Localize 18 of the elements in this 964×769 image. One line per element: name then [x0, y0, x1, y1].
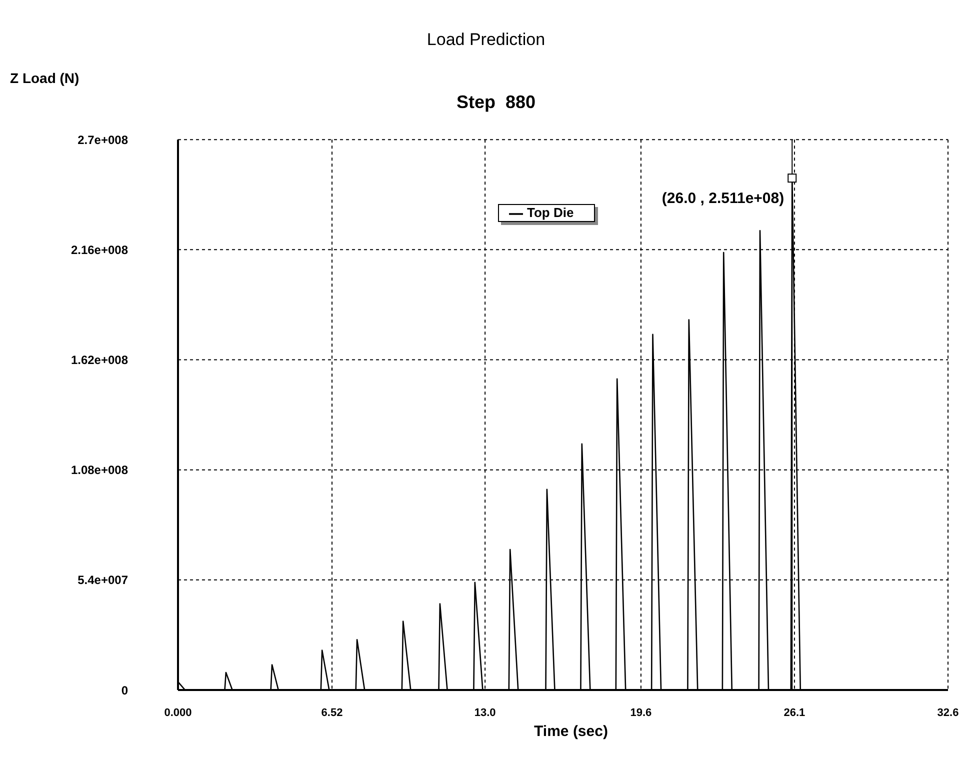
y-tick-label: 0	[121, 683, 128, 698]
legend-label: Top Die	[527, 205, 574, 220]
x-tick-label: 26.1	[784, 706, 806, 719]
annotation: (26.0 , 2.511e+08)	[662, 190, 784, 208]
y-tick-label: 1.08e+008	[70, 463, 128, 478]
chart-subtitle: Step 880	[455, 92, 537, 113]
x-tick-label: 13.0	[474, 706, 496, 719]
x-tick-label: 32.6	[937, 706, 959, 719]
y-tick-label: 1.62e+008	[70, 352, 128, 367]
chart-title: Load Prediction	[426, 30, 546, 50]
y-tick-label: 2.16e+008	[70, 242, 128, 257]
x-axis-title: Time (sec)	[533, 723, 609, 740]
y-tick-label: 2.7e+008	[78, 132, 128, 147]
y-tick-label: 5.4e+007	[78, 573, 128, 588]
x-tick-label: 0.000	[164, 706, 192, 719]
x-tick-label: 19.6	[630, 706, 652, 719]
x-tick-label: 6.52	[321, 706, 343, 719]
y-axis-title: Z Load (N)	[10, 70, 80, 86]
